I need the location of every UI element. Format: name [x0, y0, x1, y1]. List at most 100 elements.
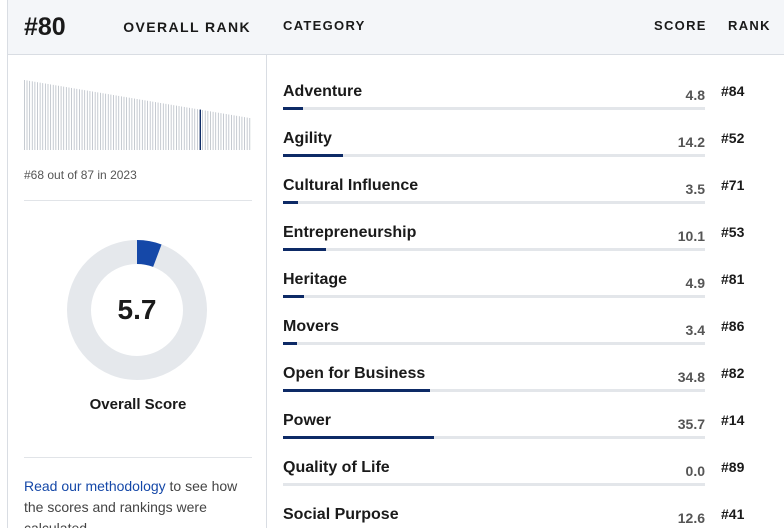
history-bar	[34, 81, 36, 150]
category-score: 10.1	[677, 228, 705, 244]
divider	[24, 200, 252, 201]
history-bar	[63, 86, 65, 150]
history-bar	[86, 90, 88, 150]
score-bar-track	[283, 389, 705, 392]
overall-rank-value: #80	[24, 13, 66, 41]
history-bar	[37, 82, 38, 150]
score-bar-track	[283, 295, 705, 298]
score-bar-fill	[283, 342, 298, 345]
history-bar	[160, 102, 162, 150]
header-category: CATEGORY	[283, 18, 366, 33]
category-score: 3.5	[685, 181, 705, 197]
category-row[interactable]: Power 35.7 #14	[267, 412, 784, 459]
score-bar-fill	[283, 107, 304, 110]
history-bar	[176, 105, 177, 150]
category-rank: #71	[721, 177, 745, 193]
history-bar	[29, 80, 31, 150]
history-bar	[26, 80, 28, 150]
category-row[interactable]: Agility 14.2 #52	[267, 130, 784, 177]
history-bar	[204, 110, 206, 150]
history-bar	[128, 97, 130, 150]
category-score: 3.4	[685, 322, 705, 338]
score-bar-track	[283, 436, 705, 439]
history-bar	[71, 87, 72, 150]
methodology-link[interactable]: Read our methodology	[24, 478, 166, 494]
history-bar	[231, 114, 232, 150]
history-bar	[123, 96, 125, 150]
category-name: Agility	[283, 130, 332, 147]
history-bar	[246, 117, 248, 150]
history-bar	[249, 118, 251, 150]
history-bar	[217, 112, 219, 150]
history-bar	[236, 115, 238, 150]
history-bar	[102, 93, 104, 150]
category-row[interactable]: Quality of Life 0.0 #89	[267, 459, 784, 506]
history-bar	[157, 102, 159, 150]
category-score: 0.0	[685, 463, 705, 479]
history-bar	[107, 94, 109, 150]
category-name: Entrepreneurship	[283, 224, 417, 241]
history-bar	[241, 116, 243, 150]
header-rank: RANK	[728, 18, 771, 33]
history-bar	[165, 103, 167, 150]
history-bar	[110, 94, 112, 150]
category-score: 4.9	[685, 275, 705, 291]
category-rank: #86	[721, 318, 745, 334]
category-name: Movers	[283, 318, 340, 335]
category-name: Cultural Influence	[283, 177, 419, 194]
history-bar	[113, 95, 114, 150]
category-rank: #53	[721, 224, 745, 240]
history-bar	[31, 81, 33, 150]
history-bar	[84, 90, 86, 150]
history-bar	[105, 93, 107, 150]
history-bar	[202, 110, 204, 150]
category-table: CATEGORY SCORE RANK Adventure 4.8 #84 Agili…	[267, 0, 784, 528]
category-row[interactable]: Adventure 4.8 #84	[267, 83, 784, 130]
category-row[interactable]: Cultural Influence 3.5 #71	[267, 177, 784, 224]
history-bar	[168, 104, 169, 150]
history-bar	[126, 97, 128, 150]
history-bar	[94, 91, 96, 150]
rank-history-caption: #68 out of 87 in 2023	[24, 168, 137, 182]
category-score: 12.6	[677, 510, 705, 526]
score-bar-fill	[283, 389, 430, 392]
score-bar-track	[283, 248, 705, 251]
history-bar	[170, 104, 172, 150]
history-bar	[155, 102, 156, 150]
category-name: Quality of Life	[283, 459, 390, 476]
category-rank: #52	[721, 130, 745, 146]
history-bar	[58, 85, 59, 150]
header-score: SCORE	[654, 18, 707, 33]
methodology-note: Read our methodology to see how the scor…	[24, 476, 252, 528]
history-bar	[60, 86, 62, 150]
history-bar	[191, 108, 193, 150]
table-header: CATEGORY SCORE RANK	[267, 0, 784, 55]
history-bar	[97, 92, 99, 150]
history-bar	[44, 83, 46, 150]
category-row[interactable]: Entrepreneurship 10.1 #53	[267, 224, 784, 271]
category-score: 35.7	[677, 416, 705, 432]
methodology-text: to see how the scores and rankings were …	[24, 478, 238, 528]
category-row[interactable]: Heritage 4.9 #81	[267, 271, 784, 318]
history-bar	[131, 98, 133, 150]
history-bar	[89, 91, 91, 150]
category-name: Open for Business	[283, 365, 426, 382]
history-bar	[181, 106, 183, 150]
score-bar-fill	[283, 154, 343, 157]
category-row[interactable]: Movers 3.4 #86	[267, 318, 784, 365]
score-bar-track	[283, 342, 705, 345]
history-bar	[120, 96, 122, 150]
category-row[interactable]: Social Purpose 12.6 #41	[267, 506, 784, 528]
overall-score-label: Overall Score	[89, 396, 187, 413]
score-bar-fill	[283, 248, 326, 251]
history-bar	[238, 116, 240, 150]
history-bar	[210, 111, 211, 150]
history-bar	[223, 113, 224, 150]
category-row[interactable]: Open for Business 34.8 #82	[267, 365, 784, 412]
history-bar	[39, 82, 41, 150]
overall-score-value: 5.7	[117, 294, 157, 325]
history-bar	[212, 111, 214, 150]
history-bar	[141, 99, 143, 150]
history-bar	[189, 107, 190, 150]
history-bar	[144, 100, 146, 150]
